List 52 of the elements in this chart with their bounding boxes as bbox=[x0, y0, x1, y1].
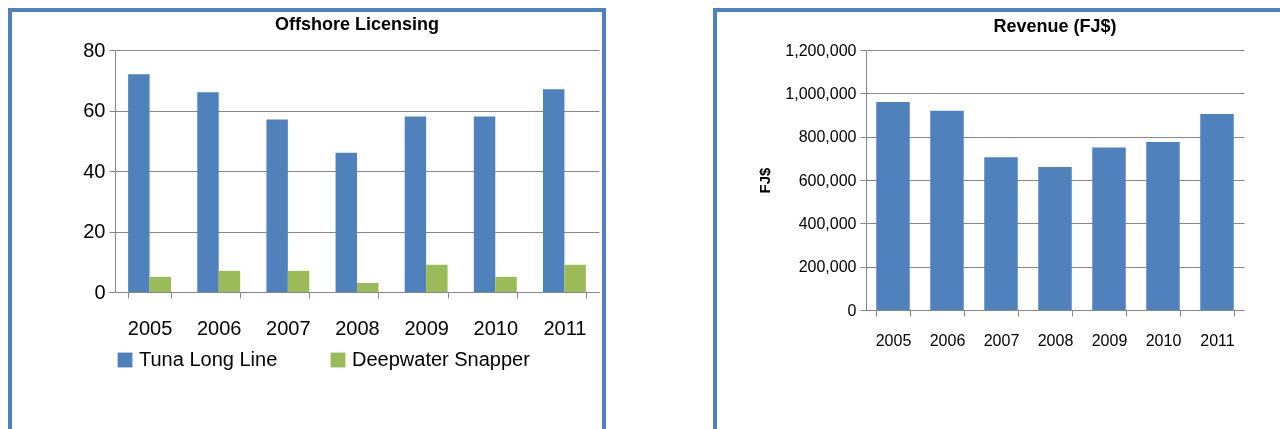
bar bbox=[335, 152, 357, 292]
y-tick-label: 800,000 bbox=[798, 128, 857, 146]
bar bbox=[473, 116, 496, 292]
legend-label: Deepwater Snapper bbox=[352, 348, 531, 370]
bar bbox=[197, 92, 219, 292]
y-tick-label: 20 bbox=[83, 220, 106, 242]
bar bbox=[218, 270, 241, 292]
x-tick-label: 2010 bbox=[473, 316, 519, 339]
bar bbox=[357, 282, 379, 292]
x-tick-label: 2008 bbox=[335, 316, 380, 339]
y-tick-label: 60 bbox=[83, 99, 106, 121]
bar bbox=[266, 119, 288, 292]
bar bbox=[1200, 113, 1234, 310]
y-tick-label: 80 bbox=[83, 38, 106, 61]
bar bbox=[930, 110, 964, 310]
bar bbox=[1038, 167, 1072, 310]
bar bbox=[426, 264, 448, 292]
x-tick-label: 2007 bbox=[983, 331, 1020, 349]
bar bbox=[1092, 147, 1126, 310]
bar bbox=[495, 276, 517, 292]
bar bbox=[1146, 142, 1180, 310]
x-tick-label: 2006 bbox=[929, 331, 966, 349]
bar bbox=[564, 264, 586, 292]
bar bbox=[876, 102, 910, 310]
y-tick-label: 0 bbox=[847, 301, 857, 319]
x-tick-label: 2010 bbox=[1145, 331, 1182, 349]
bar bbox=[287, 270, 310, 292]
y-tick-label: 400,000 bbox=[798, 214, 857, 232]
y-tick-label: 0 bbox=[94, 280, 106, 303]
y-axis-title: FJ$ bbox=[756, 166, 774, 194]
x-tick-label: 2007 bbox=[266, 316, 311, 339]
x-tick-label: 2008 bbox=[1037, 331, 1074, 349]
legend-label: Tuna Long Line bbox=[139, 348, 278, 370]
x-tick-label: 2006 bbox=[196, 316, 242, 339]
y-tick-label: 200,000 bbox=[798, 258, 857, 276]
bar bbox=[149, 276, 172, 292]
bar bbox=[128, 74, 150, 292]
chart-title: Offshore Licensing bbox=[274, 14, 440, 34]
y-tick-label: 40 bbox=[83, 159, 106, 182]
y-tick-label: 1,200,000 bbox=[785, 41, 857, 59]
bar bbox=[984, 157, 1018, 310]
bar bbox=[404, 116, 427, 292]
y-tick-label: 1,000,000 bbox=[785, 84, 857, 102]
x-tick-label: 2009 bbox=[404, 316, 449, 339]
x-tick-label: 2011 bbox=[1200, 331, 1235, 349]
x-tick-label: 2005 bbox=[127, 316, 173, 339]
chart-title: Revenue (FJ$) bbox=[993, 16, 1117, 36]
bar bbox=[542, 89, 565, 292]
x-tick-label: 2005 bbox=[875, 331, 912, 349]
x-tick-label: 2011 bbox=[543, 316, 587, 339]
y-tick-label: 600,000 bbox=[798, 171, 857, 189]
x-tick-label: 2009 bbox=[1091, 331, 1128, 349]
